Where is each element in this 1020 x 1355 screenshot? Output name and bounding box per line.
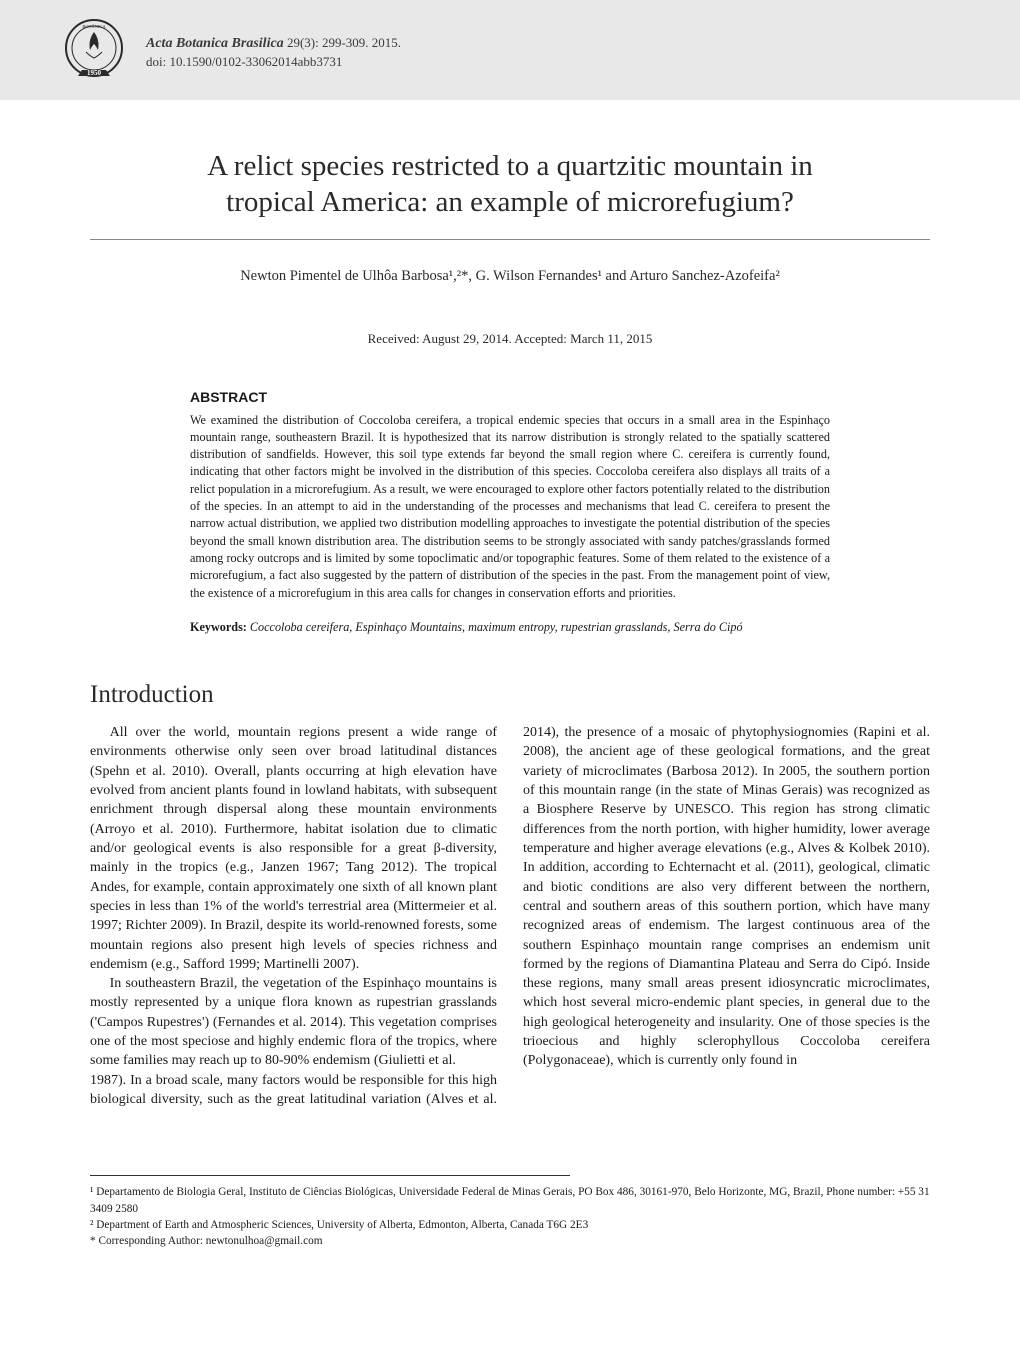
journal-logo: 1950 BOTÂNICA xyxy=(60,18,128,86)
svg-text:BOTÂNICA: BOTÂNICA xyxy=(82,24,106,29)
body-columns: All over the world, mountain regions pre… xyxy=(90,723,930,1109)
authors: Newton Pimentel de Ulhôa Barbosa¹,²*, G.… xyxy=(90,268,930,285)
article-title: A relict species restricted to a quartzi… xyxy=(90,148,930,221)
title-line-1: A relict species restricted to a quartzi… xyxy=(207,150,813,182)
introduction-heading: Introduction xyxy=(90,681,930,709)
logo-year-text: 1950 xyxy=(87,69,102,77)
paragraph-2: In southeastern Brazil, the vegetation o… xyxy=(90,974,497,1071)
journal-header: 1950 BOTÂNICA Acta Botanica Brasilica 29… xyxy=(0,0,1020,100)
title-rule xyxy=(90,239,930,240)
article-content: A relict species restricted to a quartzi… xyxy=(0,100,1020,1139)
abstract-text: We examined the distribution of Coccolob… xyxy=(190,412,830,603)
title-line-2: tropical America: an example of microref… xyxy=(226,186,794,218)
abstract-heading: ABSTRACT xyxy=(190,389,830,405)
keywords-text: Coccoloba cereifera, Espinhaço Mountains… xyxy=(250,620,743,634)
doi: doi: 10.1590/0102-33062014abb3731 xyxy=(146,54,401,70)
abstract-block: ABSTRACT We examined the distribution of… xyxy=(190,389,830,603)
journal-name: Acta Botanica Brasilica xyxy=(146,36,284,51)
journal-meta: Acta Botanica Brasilica 29(3): 299-309. … xyxy=(146,35,401,70)
journal-issue: 29(3): 299-309. 2015. xyxy=(284,35,401,50)
journal-citation: Acta Botanica Brasilica 29(3): 299-309. … xyxy=(146,35,401,52)
footnote-1: ¹ Departamento de Biologia Geral, Instit… xyxy=(90,1184,930,1217)
footnote-3: * Corresponding Author: newtonulhoa@gmai… xyxy=(90,1233,930,1249)
keywords: Keywords: Coccoloba cereifera, Espinhaço… xyxy=(190,620,830,635)
footnotes: ¹ Departamento de Biologia Geral, Instit… xyxy=(0,1176,1020,1278)
keywords-label: Keywords: xyxy=(190,620,250,634)
footnote-2: ² Department of Earth and Atmospheric Sc… xyxy=(90,1217,930,1233)
paragraph-1: All over the world, mountain regions pre… xyxy=(90,723,497,974)
received-accepted: Received: August 29, 2014. Accepted: Mar… xyxy=(90,331,930,347)
